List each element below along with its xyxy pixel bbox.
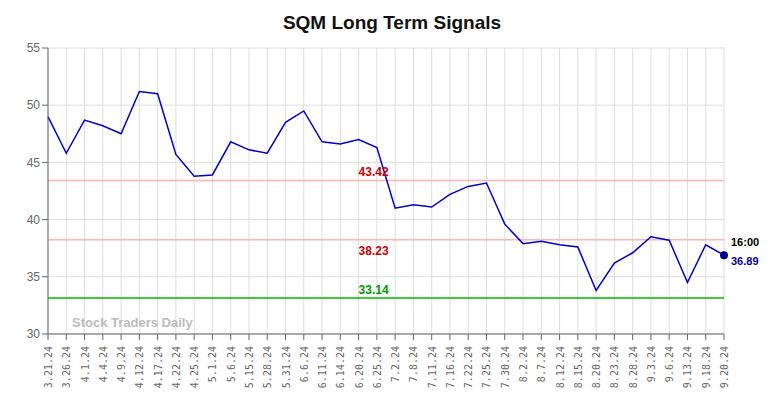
svg-text:4.9.24: 4.9.24: [116, 346, 127, 382]
html-text:SQM Long Term Signals: SQM Long Term Signals: [282, 12, 502, 33]
svg-text:7.11.24: 7.11.24: [427, 346, 438, 388]
svg-text:40: 40: [27, 213, 41, 227]
svg-text:7.16.24: 7.16.24: [445, 346, 456, 388]
svg-text:8.7.24: 8.7.24: [536, 346, 547, 382]
svg-text:9.18.24: 9.18.24: [701, 346, 712, 388]
svg-text:35: 35: [27, 270, 41, 284]
svg-text:6.14.24: 6.14.24: [335, 346, 346, 388]
svg-text:6.11.24: 6.11.24: [317, 346, 328, 388]
svg-text:8.2.24: 8.2.24: [518, 346, 529, 382]
html-text:Stock Traders Daily: Stock Traders Daily: [72, 315, 193, 330]
svg-text:9.20.24: 9.20.24: [719, 346, 730, 388]
svg-text:4.17.24: 4.17.24: [153, 346, 164, 388]
svg-text:7.30.24: 7.30.24: [500, 346, 511, 388]
svg-text:38.23: 38.23: [359, 244, 389, 258]
svg-text:7.22.24: 7.22.24: [463, 346, 474, 388]
svg-text:6.25.24: 6.25.24: [372, 346, 383, 388]
svg-text:9.13.24: 9.13.24: [682, 346, 693, 388]
svg-text:4.4.24: 4.4.24: [98, 346, 109, 382]
svg-text:8.20.24: 8.20.24: [591, 346, 602, 388]
svg-text:4.12.24: 4.12.24: [134, 346, 145, 388]
svg-text:6.20.24: 6.20.24: [354, 346, 365, 388]
svg-text:16:00: 16:00: [731, 236, 759, 248]
svg-text:5.6.24: 5.6.24: [226, 346, 237, 382]
svg-text:50: 50: [27, 98, 41, 112]
svg-text:30: 30: [27, 327, 41, 341]
svg-text:5.15.24: 5.15.24: [244, 346, 255, 388]
svg-text:9.3.24: 9.3.24: [646, 346, 657, 382]
svg-text:5.28.24: 5.28.24: [262, 346, 273, 388]
svg-text:5.1.24: 5.1.24: [207, 346, 218, 382]
svg-text:4.25.24: 4.25.24: [189, 346, 200, 388]
svg-text:3.26.24: 3.26.24: [61, 346, 72, 388]
svg-text:55: 55: [27, 41, 41, 55]
svg-text:6.6.24: 6.6.24: [299, 346, 310, 382]
svg-text:5.31.24: 5.31.24: [281, 346, 292, 388]
svg-text:36.89: 36.89: [731, 255, 759, 267]
svg-text:4.22.24: 4.22.24: [171, 346, 182, 388]
svg-text:9.6.24: 9.6.24: [664, 346, 675, 382]
svg-text:8.12.24: 8.12.24: [555, 346, 566, 388]
svg-text:7.2.24: 7.2.24: [390, 346, 401, 382]
svg-text:7.8.24: 7.8.24: [408, 346, 419, 382]
svg-text:3.21.24: 3.21.24: [43, 346, 54, 388]
svg-text:45: 45: [27, 156, 41, 170]
svg-text:33.14: 33.14: [359, 283, 389, 297]
svg-text:43.42: 43.42: [359, 165, 389, 179]
svg-text:8.28.24: 8.28.24: [628, 346, 639, 388]
svg-text:8.23.24: 8.23.24: [609, 346, 620, 388]
svg-text:8.15.24: 8.15.24: [573, 346, 584, 388]
svg-text:7.25.24: 7.25.24: [481, 346, 492, 388]
svg-text:4.1.24: 4.1.24: [80, 346, 91, 382]
